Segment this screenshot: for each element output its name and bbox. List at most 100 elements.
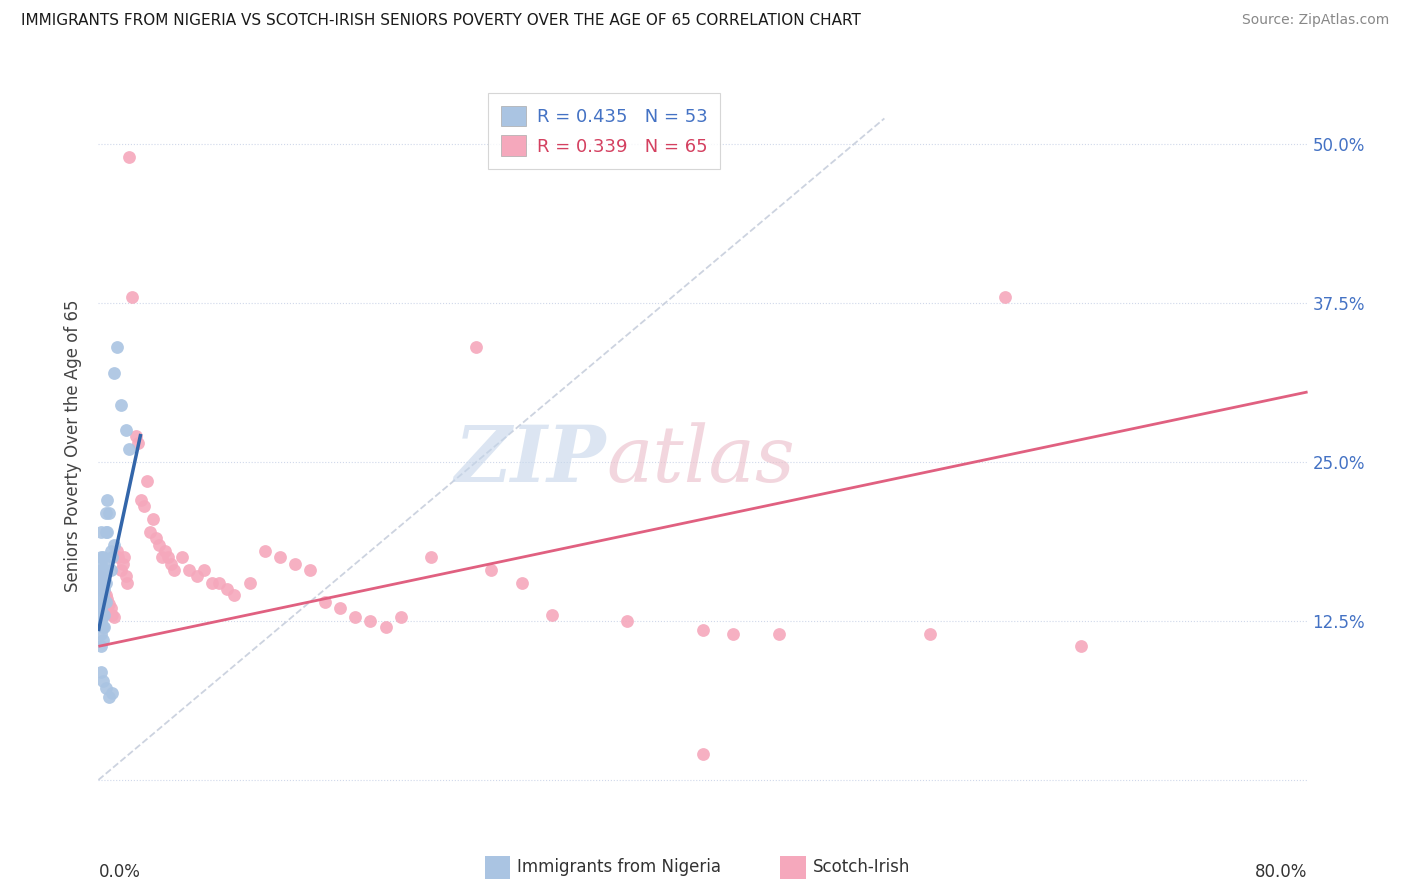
Point — [96, 493, 118, 508]
Point — [90, 550, 112, 565]
Point — [93, 620, 115, 634]
Point — [94, 506, 117, 520]
Y-axis label: Seniors Poverty Over the Age of 65: Seniors Poverty Over the Age of 65 — [65, 300, 83, 592]
Point — [105, 340, 128, 354]
Point — [91, 607, 114, 622]
Point — [994, 289, 1017, 303]
Point — [135, 474, 157, 488]
Point — [420, 550, 443, 565]
Point — [89, 601, 111, 615]
Point — [90, 595, 112, 609]
Point — [103, 366, 125, 380]
Text: 0.0%: 0.0% — [98, 863, 141, 881]
Point — [118, 150, 141, 164]
Point — [465, 340, 488, 354]
Point — [105, 544, 128, 558]
Point — [110, 563, 132, 577]
Point — [96, 592, 118, 607]
Point — [90, 569, 112, 583]
Text: Immigrants from Nigeria: Immigrants from Nigeria — [517, 858, 721, 876]
Point — [100, 563, 122, 577]
Point — [208, 575, 231, 590]
Point — [110, 398, 132, 412]
Text: Scotch-Irish: Scotch-Irish — [813, 858, 910, 876]
Point — [129, 493, 152, 508]
Point — [103, 538, 125, 552]
Point — [107, 550, 129, 565]
Point — [94, 589, 117, 603]
Point — [314, 595, 336, 609]
Point — [540, 607, 562, 622]
Point — [118, 442, 141, 457]
Point — [768, 626, 790, 640]
Point — [344, 610, 367, 624]
Point — [179, 563, 201, 577]
Point — [127, 435, 149, 450]
Point — [153, 544, 176, 558]
Point — [94, 524, 117, 539]
Point — [239, 575, 262, 590]
Point — [90, 582, 112, 596]
Point — [91, 575, 114, 590]
Point — [142, 512, 165, 526]
Text: ZIP: ZIP — [454, 423, 606, 499]
Point — [93, 607, 115, 622]
Point — [253, 544, 276, 558]
Point — [90, 575, 112, 590]
Point — [90, 665, 112, 679]
Text: IMMIGRANTS FROM NIGERIA VS SCOTCH-IRISH SENIORS POVERTY OVER THE AGE OF 65 CORRE: IMMIGRANTS FROM NIGERIA VS SCOTCH-IRISH … — [21, 13, 860, 29]
Legend: R = 0.435   N = 53, R = 0.339   N = 65: R = 0.435 N = 53, R = 0.339 N = 65 — [488, 93, 720, 169]
Point — [150, 550, 173, 565]
Point — [114, 569, 136, 583]
Point — [163, 563, 186, 577]
Point — [360, 614, 382, 628]
Point — [89, 575, 111, 590]
Point — [96, 524, 118, 539]
Text: atlas: atlas — [606, 423, 794, 499]
Point — [91, 550, 114, 565]
Point — [284, 557, 307, 571]
Point — [148, 538, 170, 552]
Point — [125, 429, 148, 443]
Point — [90, 640, 112, 654]
Point — [224, 589, 246, 603]
Point — [114, 423, 136, 437]
Point — [100, 601, 122, 615]
Point — [91, 589, 114, 603]
Point — [94, 557, 117, 571]
Point — [90, 614, 112, 628]
Point — [101, 686, 124, 700]
Point — [139, 524, 162, 539]
Point — [93, 582, 115, 596]
Text: 80.0%: 80.0% — [1256, 863, 1308, 881]
Point — [132, 500, 155, 514]
Point — [329, 601, 352, 615]
Point — [145, 531, 167, 545]
Point — [481, 563, 503, 577]
Point — [112, 550, 135, 565]
Point — [101, 607, 124, 622]
Point — [89, 569, 111, 583]
Point — [918, 626, 941, 640]
Point — [93, 584, 115, 599]
Point — [98, 506, 121, 520]
Point — [94, 575, 117, 590]
Point — [215, 582, 238, 596]
Point — [103, 610, 125, 624]
Point — [90, 607, 112, 622]
Point — [98, 598, 121, 612]
Point — [90, 557, 112, 571]
Point — [1070, 640, 1092, 654]
Point — [156, 550, 179, 565]
Point — [90, 575, 112, 590]
Point — [510, 575, 533, 590]
Point — [170, 550, 193, 565]
Point — [89, 589, 111, 603]
Point — [93, 595, 115, 609]
Point — [374, 620, 396, 634]
Point — [91, 673, 114, 688]
Point — [91, 620, 114, 634]
Point — [101, 550, 124, 565]
Point — [723, 626, 745, 640]
Point — [100, 544, 122, 558]
